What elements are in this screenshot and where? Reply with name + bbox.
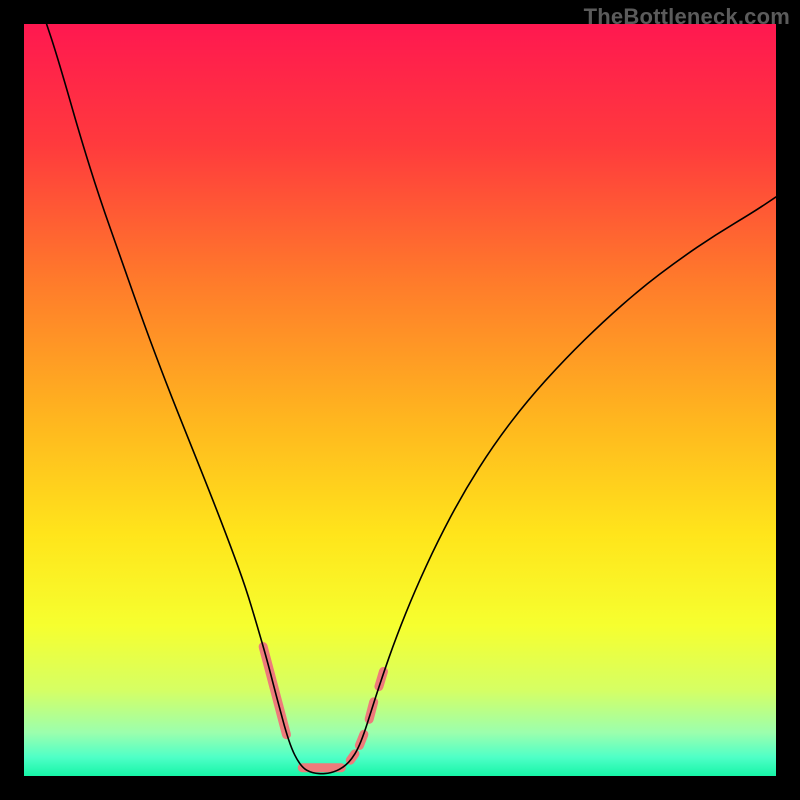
plot-background: [24, 24, 776, 776]
watermark-text: TheBottleneck.com: [584, 4, 790, 30]
chart-root: TheBottleneck.com: [0, 0, 800, 800]
chart-svg: [0, 0, 800, 800]
